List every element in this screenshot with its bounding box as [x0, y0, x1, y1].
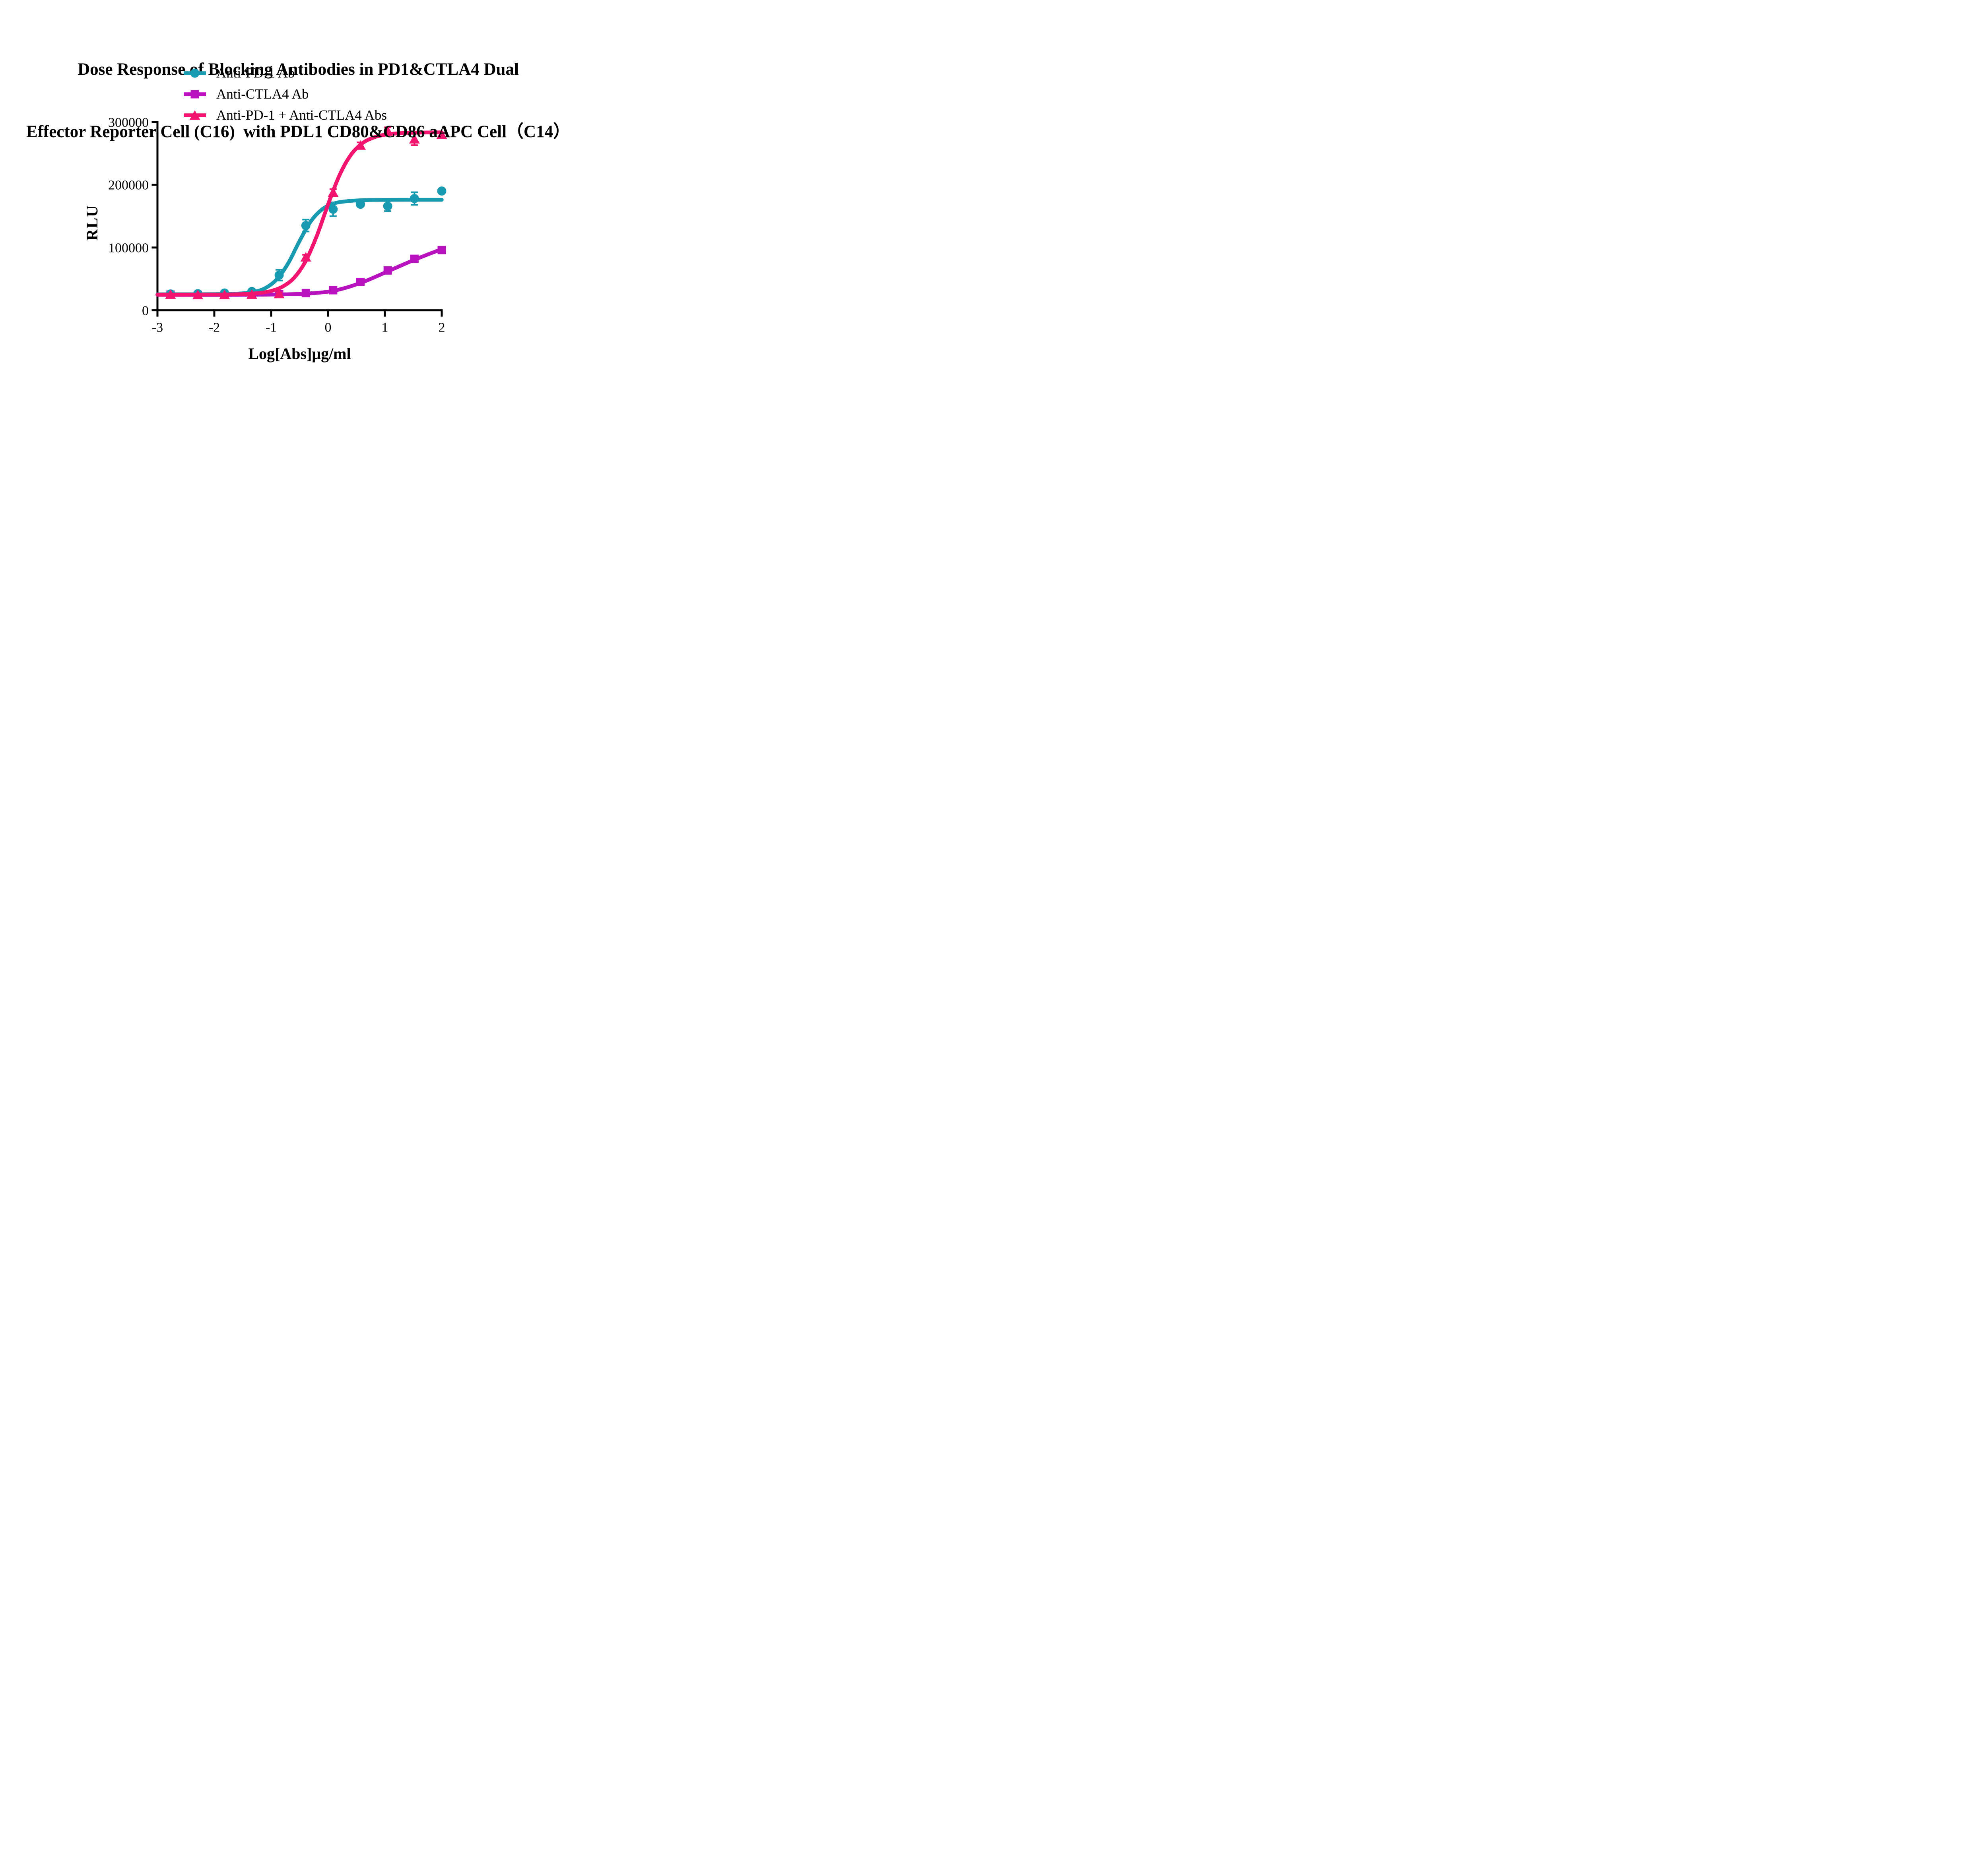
x-tick-label: -3	[152, 320, 163, 335]
chart-title-line2: Effector Reporter Cell (C16) with PDL1 C…	[26, 122, 571, 142]
legend-label: Anti-PD-1 + Anti-CTLA4 Abs	[216, 107, 387, 123]
data-point-marker	[192, 289, 204, 299]
data-point-marker	[219, 289, 230, 299]
data-point-marker	[410, 194, 419, 203]
legend-circle-swatch	[184, 68, 206, 78]
legend-marker-icon	[190, 68, 200, 78]
data-point-marker	[356, 200, 365, 209]
fit-curve	[155, 198, 444, 297]
data-point-marker	[410, 254, 419, 263]
y-axis-title: RLU	[83, 204, 101, 241]
legend-label: Anti-CTLA4 Ab	[216, 86, 309, 102]
data-point-marker	[437, 186, 447, 196]
legend-label: Anti-PD-1 Ab	[216, 65, 295, 81]
data-point-marker	[165, 289, 176, 299]
legend-triangle-swatch	[184, 110, 206, 120]
legend-marker-icon	[190, 90, 199, 98]
legend-item: Anti-CTLA4 Ab	[184, 83, 387, 105]
legend: Anti-PD-1 Ab Anti-CTLA4 Ab Anti-PD-1 + Ant…	[184, 62, 387, 126]
legend-item: Anti-PD-1 + Anti-CTLA4 Abs	[184, 105, 387, 126]
x-tick-label: -1	[266, 320, 277, 335]
data-point-marker	[382, 126, 393, 136]
x-tick-label: 1	[382, 320, 388, 335]
data-point-marker	[329, 286, 338, 295]
data-point-marker	[274, 270, 284, 280]
series-triangle	[155, 126, 447, 299]
data-point-marker	[301, 221, 311, 230]
data-point-marker	[409, 134, 420, 144]
x-tick-label: 2	[439, 320, 445, 335]
data-point-marker	[274, 289, 285, 299]
data-point-marker	[355, 140, 366, 150]
legend-square-swatch	[184, 90, 206, 98]
data-point-marker	[436, 129, 447, 139]
chart-title: Dose Response of Blocking Antibodies in …	[0, 17, 596, 184]
data-point-marker	[437, 246, 446, 254]
legend-item: Anti-PD-1 Ab	[184, 62, 387, 83]
data-point-marker	[328, 187, 339, 197]
data-point-marker	[246, 289, 257, 299]
data-point-marker	[383, 201, 392, 211]
data-point-marker	[328, 204, 338, 214]
y-tick-label: 200000	[108, 178, 149, 193]
data-point-marker	[300, 252, 311, 262]
x-tick-label: -2	[209, 320, 220, 335]
chart-title-line1: Dose Response of Blocking Antibodies in …	[78, 60, 519, 79]
plot-area: 0 100000 200000 300000 -3 -2 -1 0 1 2	[108, 115, 447, 335]
data-point-marker	[301, 289, 310, 297]
data-point-marker	[356, 278, 365, 287]
legend-marker-icon	[189, 110, 200, 120]
y-tick-label: 300000	[108, 115, 149, 130]
y-tick-label: 0	[142, 304, 149, 318]
x-axis-title: Log[Abs]μg/ml	[248, 345, 351, 363]
series-circle	[155, 186, 447, 299]
data-point-marker	[383, 266, 392, 275]
figure-canvas: 0 100000 200000 300000 -3 -2 -1 0 1 2 Dose Respon…	[0, 0, 596, 373]
y-tick-label: 100000	[108, 241, 149, 256]
x-tick-label: 0	[325, 320, 332, 335]
